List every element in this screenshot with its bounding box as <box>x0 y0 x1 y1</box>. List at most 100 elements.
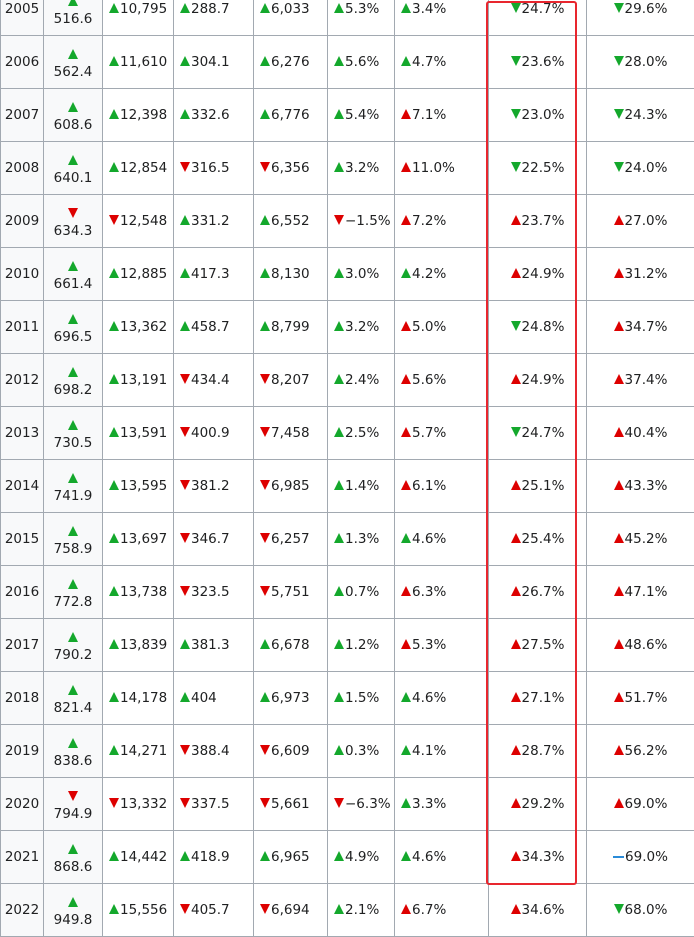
gdp-cell: 949.8 <box>44 884 103 937</box>
cell-value: 6,776 <box>271 107 310 123</box>
cell-value: 6.7% <box>412 902 446 918</box>
up-arrow-icon <box>260 56 270 66</box>
gdp-value: 640.1 <box>46 171 100 185</box>
down-arrow-icon <box>334 798 344 808</box>
up-arrow-icon <box>260 268 270 278</box>
up-arrow-icon <box>614 745 624 755</box>
up-arrow-icon <box>260 639 270 649</box>
gdp-per-capita-cell: 11,610 <box>103 36 174 89</box>
gdp-value: 562.4 <box>46 65 100 79</box>
inflation-rate-cell: 4.6% <box>395 513 489 566</box>
highlighted-ratio-cell: 26.7% <box>489 566 587 619</box>
cell-value: 31.2% <box>625 266 668 282</box>
cell-value: 22.5% <box>522 160 565 176</box>
up-arrow-icon <box>180 109 190 119</box>
inflation-rate-cell: 3.3% <box>395 778 489 831</box>
gdp-cell: 821.4 <box>44 672 103 725</box>
up-arrow-icon <box>109 639 119 649</box>
cell-value: 8,799 <box>271 319 310 335</box>
gdp-per-capita-cell: 14,271 <box>103 725 174 778</box>
cell-value: 25.4% <box>522 531 565 547</box>
down-arrow-icon <box>260 904 270 914</box>
up-arrow-icon <box>511 586 521 596</box>
cell-value: 434.4 <box>191 372 230 388</box>
up-arrow-icon <box>46 524 100 540</box>
debt-ratio-cell: 68.0% <box>587 884 694 937</box>
cell-value: 27.5% <box>522 637 565 653</box>
cell-value: 48.6% <box>625 637 668 653</box>
inflation-rate-cell: 11.0% <box>395 142 489 195</box>
growth-rate-cell: 3.2% <box>328 301 395 354</box>
gdp-value: 794.9 <box>46 807 100 821</box>
up-arrow-icon <box>334 533 344 543</box>
debt-ratio-cell: 45.2% <box>587 513 694 566</box>
cell-value: 5.7% <box>412 425 446 441</box>
gdp-cell: 696.5 <box>44 301 103 354</box>
up-arrow-icon <box>614 639 624 649</box>
gdp-cell: 608.6 <box>44 89 103 142</box>
up-arrow-icon <box>260 109 270 119</box>
cell-value: 4.6% <box>412 849 446 865</box>
up-arrow-icon <box>334 321 344 331</box>
growth-rate-cell: 1.2% <box>328 619 395 672</box>
cell-value: 13,595 <box>120 478 167 494</box>
up-arrow-icon <box>46 47 100 63</box>
inflation-rate-cell: 6.1% <box>395 460 489 513</box>
highlighted-ratio-cell: 34.3% <box>489 831 587 884</box>
cell-value: 47.1% <box>625 584 668 600</box>
up-arrow-icon <box>614 798 624 808</box>
up-arrow-icon <box>511 851 521 861</box>
up-arrow-icon <box>109 268 119 278</box>
up-arrow-icon <box>46 471 100 487</box>
down-arrow-icon <box>180 533 190 543</box>
gdp-cell: 516.6 <box>44 0 103 36</box>
year-cell: 2005 <box>1 0 44 36</box>
up-arrow-icon <box>334 692 344 702</box>
gdp-cell: 868.6 <box>44 831 103 884</box>
gdp-value: 696.5 <box>46 330 100 344</box>
highlighted-ratio-cell: 34.6% <box>489 884 587 937</box>
cell-value: 458.7 <box>191 319 230 335</box>
down-arrow-icon <box>614 3 624 13</box>
gdp-value: 741.9 <box>46 489 100 503</box>
gdp-cell: 640.1 <box>44 142 103 195</box>
growth-rate-cell: 3.0% <box>328 248 395 301</box>
cell-value: 5.4% <box>345 107 379 123</box>
up-arrow-icon <box>180 3 190 13</box>
cell-value: 15,556 <box>120 902 167 918</box>
down-arrow-icon <box>511 3 521 13</box>
cell-value: 7,458 <box>271 425 310 441</box>
cell-value: 4.9% <box>345 849 379 865</box>
cell-value: 24.7% <box>522 1 565 17</box>
cell-value: 8,207 <box>271 372 310 388</box>
year-cell: 2022 <box>1 884 44 937</box>
up-arrow-icon <box>46 365 100 381</box>
value-cell-b: 332.6 <box>174 89 254 142</box>
growth-rate-cell: 1.3% <box>328 513 395 566</box>
cell-value: 6,257 <box>271 531 310 547</box>
cell-value: 5.0% <box>412 319 446 335</box>
cell-value: 24.8% <box>522 319 565 335</box>
value-cell-b: 418.9 <box>174 831 254 884</box>
down-arrow-icon <box>180 374 190 384</box>
growth-rate-cell: 5.3% <box>328 0 395 36</box>
down-arrow-icon <box>260 745 270 755</box>
cell-value: 8,130 <box>271 266 310 282</box>
year-cell: 2014 <box>1 460 44 513</box>
up-arrow-icon <box>401 3 411 13</box>
cell-value: 5,661 <box>271 796 310 812</box>
cell-value: 69.0% <box>625 849 668 865</box>
cell-value: 12,548 <box>120 213 167 229</box>
gdp-cell: 741.9 <box>44 460 103 513</box>
value-cell-b: 381.2 <box>174 460 254 513</box>
up-arrow-icon <box>46 153 100 169</box>
gdp-value: 838.6 <box>46 754 100 768</box>
cell-value: 337.5 <box>191 796 230 812</box>
value-cell-c: 8,207 <box>254 354 328 407</box>
